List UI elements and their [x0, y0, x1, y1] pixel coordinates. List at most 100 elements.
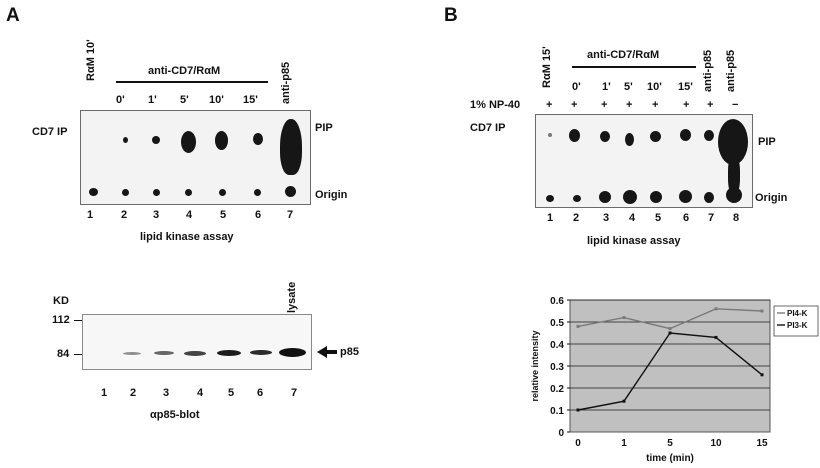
tlc-a-origin-spot-1 [89, 188, 98, 196]
panel-b-time-15: 15' [678, 81, 693, 93]
x-tick-label: 5 [667, 438, 673, 449]
blot-marker-84: 84 [57, 348, 70, 360]
panel-b-lane-7: 7 [707, 212, 715, 224]
y-tick-label: 0 [558, 428, 564, 439]
x-axis-label: time (min) [646, 453, 694, 464]
tlc-a-pip-spot-2 [123, 137, 128, 143]
blot-band-4 [184, 351, 206, 356]
data-point-pi3-k [668, 331, 672, 335]
panel-b-time-10: 10' [647, 81, 662, 93]
panel-a-lane-1: 1 [86, 209, 94, 221]
tlc-b-pip-spot-4 [625, 133, 634, 146]
y-tick-label: 0.3 [550, 362, 564, 373]
data-point-pi4-k [760, 309, 764, 313]
y-tick-label: 0.4 [550, 340, 564, 351]
panel-b-lane-4: 4 [628, 212, 636, 224]
panel-a-ip-label: CD7 IP [32, 126, 68, 138]
blot-band-2 [123, 352, 141, 355]
panel-b-origin-label: Origin [755, 192, 788, 204]
tlc-b-pip-spot-3 [600, 131, 610, 142]
y-tick-label: 0.6 [550, 296, 564, 307]
panel-b-assay-label: lipid kinase assay [587, 235, 681, 247]
panel-b-header-group: anti-CD7/RαM [587, 49, 660, 61]
tlc-b-pip-streak-8 [728, 155, 740, 195]
tlc-b-pip-spot-5 [650, 131, 661, 142]
panel-a-assay-label: lipid kinase assay [140, 231, 234, 243]
blot-band-6 [250, 350, 272, 355]
tlc-a-origin-spot-4 [185, 189, 192, 196]
panel-b-header-control: RαM 15' [541, 46, 553, 88]
panel-a-lane-7: 7 [286, 209, 294, 221]
blot-lane-7: 7 [290, 387, 298, 399]
blot-band-3 [154, 351, 174, 355]
panel-a-time-0: 0' [116, 94, 125, 106]
panel-a-lane-2: 2 [120, 209, 128, 221]
panel-a-header-control: RαM 10' [85, 39, 97, 81]
tlc-a-pip-spot-3 [152, 136, 160, 144]
y-tick-label: 0.2 [550, 384, 564, 395]
panel-b-tlc-plate [535, 114, 753, 208]
x-tick-label: 15 [756, 438, 768, 449]
tlc-a-origin-spot-6 [254, 189, 261, 196]
blot-kd-label: KD [53, 295, 69, 307]
panel-b-lane-2: 2 [572, 212, 580, 224]
tlc-a-pip-spot-7 [280, 119, 302, 175]
tlc-b-origin-spot-3 [599, 191, 611, 203]
panel-b-time-1: 1' [602, 81, 611, 93]
panel-a-lane-4: 4 [185, 209, 193, 221]
y-tick-label: 0.5 [550, 318, 564, 329]
np40-sign-3: + [601, 99, 608, 111]
blot-lane-5: 5 [227, 387, 235, 399]
tlc-a-origin-spot-2 [122, 189, 129, 196]
panel-a-time-15: 15' [243, 94, 258, 106]
blot-marker-84-tick [74, 354, 82, 355]
panel-b-header-anti-p85-2: anti-p85 [725, 49, 737, 92]
blot-lysate-label: lysate [286, 281, 298, 313]
tlc-a-pip-spot-5 [215, 131, 228, 150]
x-tick-label: 1 [621, 438, 627, 449]
panel-b-lane-1: 1 [546, 212, 554, 224]
blot-marker-112-tick [74, 320, 82, 321]
panel-a-letter: A [6, 5, 20, 26]
tlc-b-pip-spot-6 [680, 129, 691, 141]
tlc-b-origin-spot-1 [546, 195, 554, 202]
panel-b-lane-8: 8 [732, 212, 740, 224]
tlc-a-pip-spot-4 [181, 131, 196, 153]
tlc-b-pip-spot-7 [704, 130, 714, 141]
data-point-pi4-k [668, 327, 672, 331]
blot-lane-6: 6 [256, 387, 264, 399]
panel-b-pip-label: PIP [758, 136, 776, 148]
panel-a-pip-label: PIP [315, 122, 333, 134]
blot-lane-4: 4 [196, 387, 204, 399]
blot-marker-112: 112 [52, 314, 70, 326]
tlc-b-pip-spot-2 [569, 129, 580, 142]
blot-band-7 [279, 348, 306, 357]
np40-sign-2: + [571, 99, 578, 111]
np40-label: 1% NP-40 [470, 99, 521, 111]
y-tick-label: 0.1 [550, 406, 564, 417]
panel-a-tlc-plate [80, 110, 311, 205]
panel-a-group-bracket [116, 81, 268, 83]
tlc-b-origin-spot-5 [650, 191, 662, 203]
panel-b-lane-3: 3 [602, 212, 610, 224]
data-point-pi4-k [622, 316, 626, 320]
panel-a-lane-5: 5 [219, 209, 227, 221]
panel-b-lane-5: 5 [654, 212, 662, 224]
panel-b-header-anti-p85: anti-p85 [702, 49, 714, 92]
blot-p85-label: p85 [340, 346, 359, 358]
blot-lane-1: 1 [100, 387, 108, 399]
tlc-b-origin-spot-8 [726, 187, 742, 203]
western-blot-membrane [82, 314, 312, 370]
x-tick-label: 10 [710, 438, 722, 449]
legend-label-pi3-k: PI3-K [787, 321, 808, 330]
tlc-b-origin-spot-2 [573, 195, 581, 202]
y-axis-label: relative intensity [530, 330, 540, 401]
panel-a-lane-3: 3 [152, 209, 160, 221]
panel-a-lane-6: 6 [254, 209, 262, 221]
data-point-pi4-k [576, 324, 580, 328]
tlc-b-origin-spot-7 [704, 192, 714, 203]
tlc-a-origin-spot-5 [219, 189, 226, 196]
blot-lane-3: 3 [162, 387, 170, 399]
blot-band-5 [217, 350, 241, 356]
